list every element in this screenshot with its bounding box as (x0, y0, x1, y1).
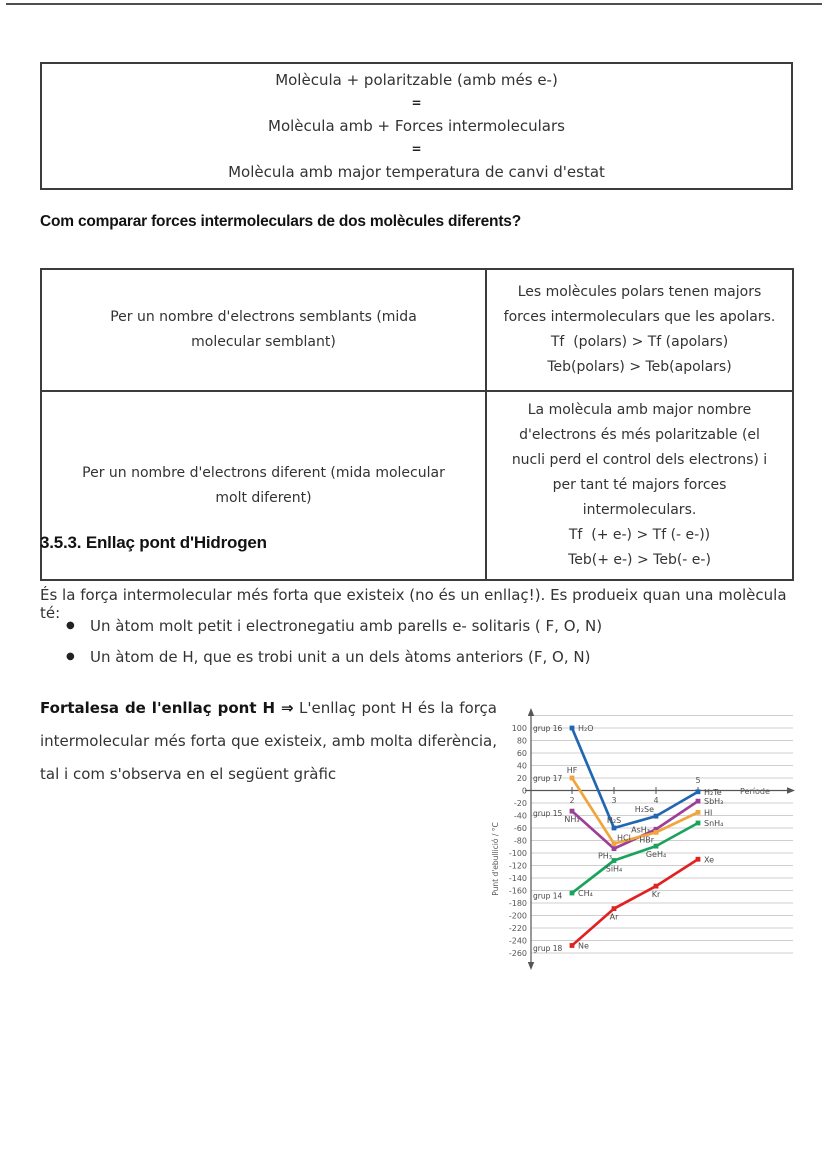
svg-text:HF: HF (567, 766, 578, 775)
page-top-rule (6, 3, 822, 5)
svg-text:-100: -100 (509, 849, 527, 858)
svg-text:CH₄: CH₄ (578, 889, 593, 898)
table-row: Per un nombre d'electrons diferent (mida… (40, 390, 794, 581)
table-cell-criteria-1: Per un nombre d'electrons semblants (mid… (40, 268, 487, 392)
svg-text:AsH₃: AsH₃ (631, 825, 650, 834)
table-row: Per un nombre d'electrons semblants (mid… (40, 268, 794, 392)
svg-text:H₂S: H₂S (607, 816, 621, 825)
bullet-text: Un àtom molt petit i electronegatiu amb … (90, 617, 603, 635)
formula-line: Teb(+ e-) > Teb(- e-) (568, 552, 711, 568)
table-cell-explanation-2: La molècula amb major nombre d'electrons… (485, 390, 794, 581)
svg-text:0: 0 (522, 786, 527, 795)
question-heading: Com comparar forces intermoleculars de d… (40, 213, 521, 230)
svg-text:Ar: Ar (610, 913, 619, 922)
svg-text:-260: -260 (509, 949, 527, 958)
section-heading: 3.5.3. Enllaç pont d'Hidrogen (40, 533, 267, 552)
table-cell-explanation-1: Les molècules polars tenen majors forces… (485, 268, 794, 392)
bullet-item: ● Un àtom molt petit i electronegatiu am… (40, 617, 602, 635)
explanation-text: La molècula amb major nombre d'electrons… (511, 402, 768, 518)
equals-sign-1: = (411, 96, 422, 110)
formula-line: Tf (polars) > Tf (apolars) (550, 334, 729, 350)
svg-text:H₂Se: H₂Se (635, 805, 654, 814)
svg-text:3: 3 (611, 796, 616, 805)
bullet-item: ● Un àtom de H, que es trobi unit a un d… (40, 648, 602, 666)
svg-text:HCl: HCl (617, 834, 631, 843)
bullet-icon: ● (66, 651, 75, 662)
svg-text:-60: -60 (514, 824, 527, 833)
svg-text:-200: -200 (509, 911, 527, 920)
bullet-list: ● Un àtom molt petit i electronegatiu am… (40, 617, 602, 679)
bullet-text: Un àtom de H, que es trobi unit a un del… (90, 648, 591, 666)
svg-text:Kr: Kr (652, 890, 661, 899)
svg-text:HBr: HBr (639, 835, 655, 844)
svg-text:HI: HI (704, 808, 712, 817)
svg-text:-80: -80 (514, 836, 527, 845)
svg-text:-120: -120 (509, 861, 527, 870)
svg-text:Punt d'ebullició / °C: Punt d'ebullició / °C (491, 822, 500, 896)
svg-text:-220: -220 (509, 924, 527, 933)
svg-text:100: 100 (512, 724, 527, 733)
fortalesa-lead: Fortalesa de l'enllaç pont H ⇒ (40, 699, 294, 717)
svg-text:SnH₄: SnH₄ (704, 819, 723, 828)
svg-text:2: 2 (569, 796, 574, 805)
svg-text:H₂O: H₂O (578, 724, 594, 733)
comparison-table: Per un nombre d'electrons semblants (mid… (40, 268, 794, 581)
svg-text:4: 4 (653, 796, 658, 805)
svg-text:60: 60 (517, 749, 527, 758)
svg-text:grup 18: grup 18 (533, 944, 563, 953)
svg-text:grup 15: grup 15 (533, 809, 563, 818)
fortalesa-paragraph: Fortalesa de l'enllaç pont H ⇒ L'enllaç … (40, 692, 497, 791)
formula-line: Tf (+ e-) > Tf (- e-)) (568, 527, 711, 543)
equation-box: Molècula + polaritzable (amb més e-) = M… (40, 62, 793, 190)
svg-text:PH₃: PH₃ (598, 852, 612, 861)
svg-text:-40: -40 (514, 811, 527, 820)
svg-text:SbH₃: SbH₃ (704, 797, 723, 806)
svg-text:H₂Te: H₂Te (704, 788, 722, 797)
svg-text:Ne: Ne (578, 942, 589, 951)
svg-text:SiH₄: SiH₄ (606, 865, 623, 874)
svg-text:GeH₄: GeH₄ (646, 850, 666, 859)
formula-line: Teb(polars) > Teb(apolars) (547, 359, 732, 375)
boiling-point-chart: 100 80 60 40 20 0 -20 -40 -60 -80 -100 -120 -140 -160… (491, 708, 795, 970)
svg-text:NH₃: NH₃ (564, 815, 579, 824)
svg-text:-240: -240 (509, 936, 527, 945)
fortalesa-text: L'enllaç pont H és la força intermolecul… (40, 699, 497, 783)
svg-text:-180: -180 (509, 899, 527, 908)
explanation-text: Les molècules polars tenen majors forces… (503, 284, 776, 325)
svg-text:Període: Període (740, 787, 770, 796)
equals-sign-2: = (411, 142, 422, 156)
intro-paragraph: És la força intermolecular més forta que… (40, 586, 787, 622)
bullet-icon: ● (66, 620, 75, 631)
svg-text:40: 40 (517, 761, 527, 770)
svg-text:80: 80 (517, 736, 527, 745)
svg-text:5: 5 (695, 776, 700, 785)
svg-text:grup 16: grup 16 (533, 724, 563, 733)
svg-text:20: 20 (517, 774, 527, 783)
svg-text:grup 14: grup 14 (533, 892, 563, 901)
equation-line-2: Molècula amb + Forces intermoleculars (268, 117, 565, 135)
table-cell-criteria-2: Per un nombre d'electrons diferent (mida… (40, 390, 487, 581)
svg-text:-160: -160 (509, 886, 527, 895)
equation-line-1: Molècula + polaritzable (amb més e-) (275, 71, 558, 89)
svg-text:-20: -20 (514, 799, 527, 808)
equation-line-3: Molècula amb major temperatura de canvi … (228, 163, 605, 181)
svg-text:Xe: Xe (704, 855, 714, 864)
svg-text:-140: -140 (509, 874, 527, 883)
svg-text:grup 17: grup 17 (533, 774, 563, 783)
